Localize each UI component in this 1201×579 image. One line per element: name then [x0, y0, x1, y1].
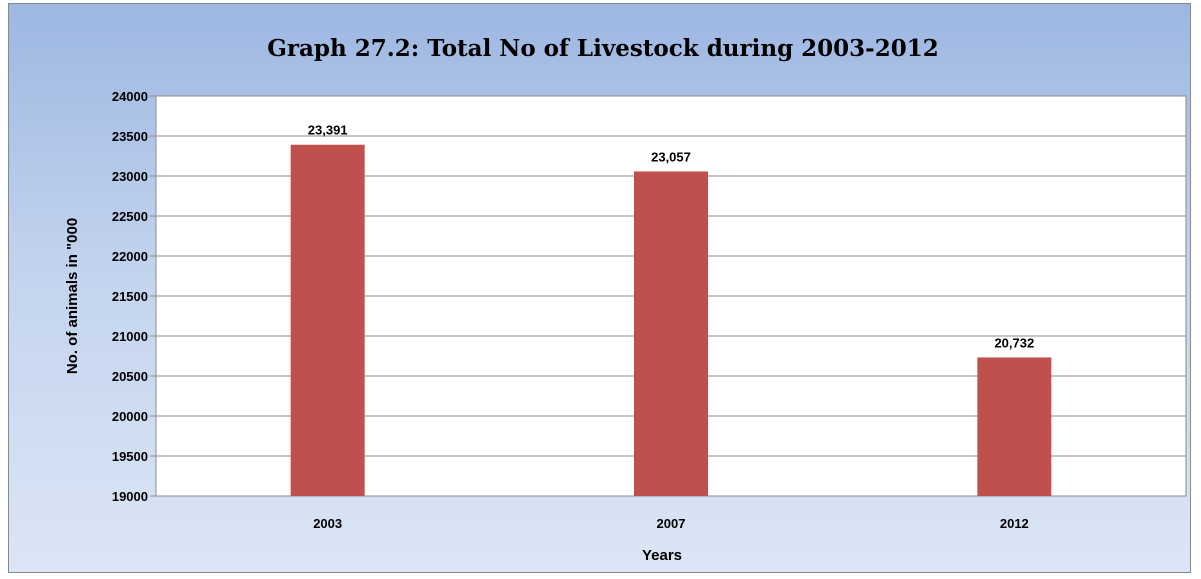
data-label-2007: 23,057: [651, 149, 691, 164]
data-label-2012: 20,732: [994, 335, 1034, 350]
x-axis-label: Years: [642, 547, 682, 564]
y-tick-label: 21000: [112, 329, 148, 344]
x-tick-label: 2003: [313, 516, 342, 531]
y-axis-ticks: 19000 19500 20000 20500 21000 21500 22000 22500…: [112, 89, 148, 504]
bar-chart: Graph 27.2: Total No of Livestock during…: [64, 35, 1187, 564]
bars: [290, 144, 1052, 496]
chart-frame: Graph 27.2: Total No of Livestock during…: [8, 3, 1191, 573]
y-tick-label: 22500: [112, 209, 148, 224]
y-axis-label: No. of animals in "000: [64, 218, 81, 374]
y-tick-label: 20500: [112, 369, 148, 384]
x-axis-ticks: 2003 2007 2012: [313, 516, 1029, 531]
x-tick-label: 2007: [657, 516, 686, 531]
bar-2012: [977, 357, 1052, 496]
bar-2007: [634, 171, 708, 496]
bar-2003: [290, 144, 365, 496]
chart-title: Graph 27.2: Total No of Livestock during…: [267, 35, 939, 62]
data-label-2003: 23,391: [308, 123, 348, 138]
y-tick-label: 21500: [112, 289, 148, 304]
y-tick-label: 19000: [112, 489, 148, 504]
y-tick-label: 22000: [112, 249, 148, 264]
y-tick-label: 23000: [112, 169, 148, 184]
y-tick-label: 24000: [112, 89, 148, 104]
x-tick-label: 2012: [1000, 516, 1029, 531]
data-labels: 23,391 23,057 20,732: [308, 123, 1034, 351]
y-tick-label: 23500: [112, 129, 148, 144]
y-tick-label: 19500: [112, 449, 148, 464]
y-tick-label: 20000: [112, 409, 148, 424]
